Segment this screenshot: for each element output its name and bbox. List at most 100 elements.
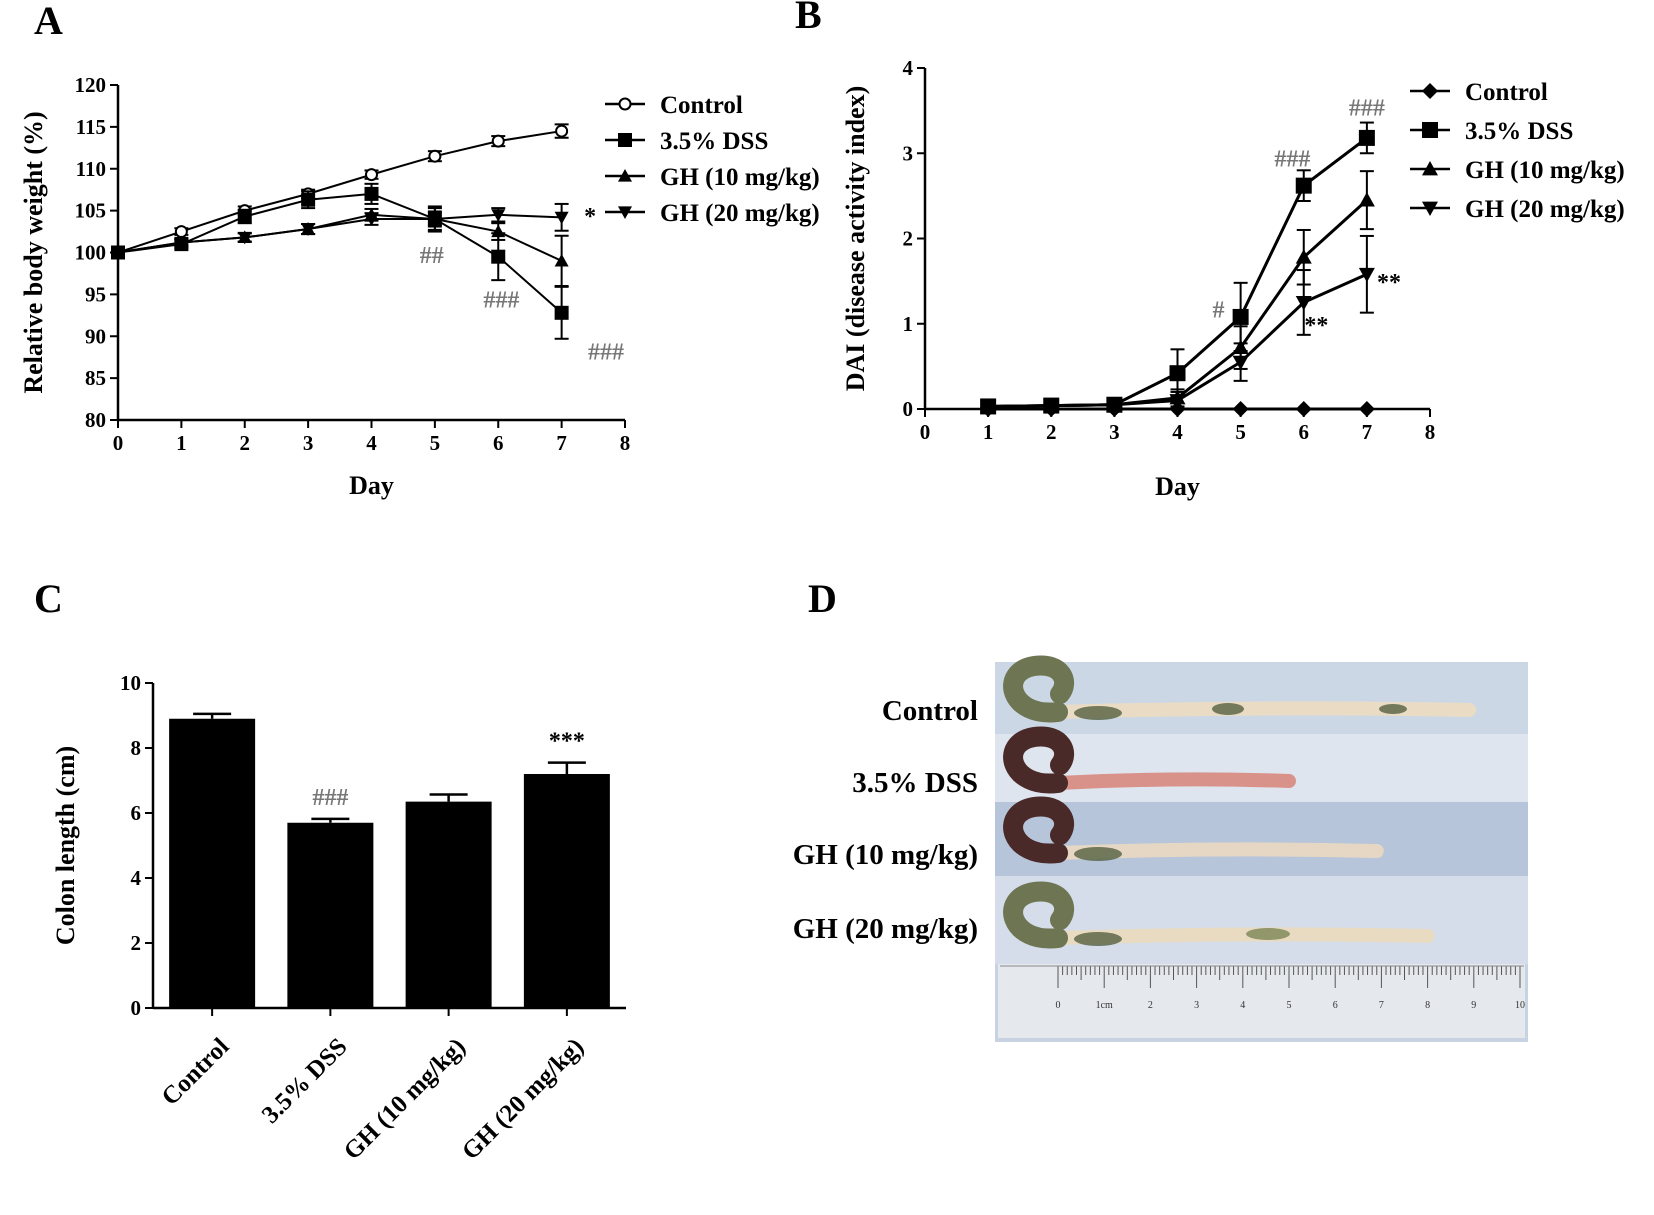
legend-marker-gh-20-mg-kg: [1422, 201, 1438, 216]
photo-row-labels: Control 3.5% DSS GH (10 mg/kg) GH (20 mg/kg…: [793, 695, 978, 945]
x-tick-label: 4: [366, 431, 377, 455]
significance-annotation: **: [1377, 270, 1401, 296]
y-tick-label: 2: [903, 227, 914, 251]
ruler-number: 5: [1287, 1000, 1292, 1011]
colon-specimens: [1003, 655, 1477, 949]
category-label-gh-20-mg-kg: GH (20 mg/kg): [457, 1033, 589, 1165]
colon-specimen-control: [1003, 655, 1477, 723]
ruler-number: 7: [1379, 1000, 1384, 1011]
data-point: [1232, 401, 1249, 417]
y-tick-label: 115: [76, 115, 106, 139]
legend-label-3-5-dss: 3.5% DSS: [660, 128, 768, 155]
data-point: [491, 249, 506, 264]
ruler-number: 3: [1194, 1000, 1199, 1011]
data-point: [1295, 401, 1312, 417]
hash-annotation: ###: [312, 785, 348, 811]
colon-specimen-3-5-dss: [1003, 726, 1296, 794]
photo-strip-dss: [995, 734, 1528, 802]
series-3-5-dss: [111, 182, 569, 340]
significance-annotation: ***: [549, 729, 585, 755]
significance-annotation: *: [584, 204, 596, 230]
data-point: [1169, 394, 1186, 409]
fecal-pellet: [1074, 706, 1122, 720]
hash-annotation: ###: [483, 288, 519, 314]
legend-marker-gh-10-mg-kg: [618, 169, 632, 182]
fecal-pellet: [1379, 704, 1407, 714]
x-tick-label: 0: [113, 431, 124, 455]
bar-3-5-dss: [287, 822, 374, 1008]
data-point: [554, 253, 569, 267]
ruler-number: 0: [1056, 1000, 1061, 1011]
y-tick-label: 6: [131, 801, 142, 825]
x-tick-label: 6: [493, 431, 504, 455]
legend-label-control: Control: [1465, 79, 1548, 106]
hash-annotation: ###: [1349, 95, 1385, 121]
x-tick-label: 5: [430, 431, 441, 455]
data-point: [555, 124, 569, 138]
x-axis-title: Day: [349, 471, 394, 500]
legend-marker-3-5-dss: [618, 133, 632, 147]
data-point: [554, 211, 569, 225]
data-point: [1295, 296, 1312, 311]
ruler-number: 10: [1515, 1000, 1525, 1011]
x-tick-label: 7: [556, 431, 567, 455]
data-point: [1358, 401, 1375, 417]
panel-letter-d: D: [808, 576, 837, 621]
x-tick-label: 8: [1425, 420, 1436, 444]
ruler-number: 6: [1333, 1000, 1338, 1011]
photo-strip-gh10: [995, 802, 1528, 876]
data-point: [980, 400, 997, 415]
y-axis-title: Colon length (cm): [51, 746, 80, 945]
cecum: [1003, 881, 1074, 949]
y-tick-label: 8: [131, 736, 142, 760]
legend-marker-3-5-dss: [1422, 122, 1438, 138]
cecum: [1003, 796, 1074, 864]
legend-label-gh-10-mg-kg: GH (10 mg/kg): [660, 164, 820, 191]
legend-marker-gh-20-mg-kg: [618, 206, 632, 219]
x-tick-label: 0: [920, 420, 931, 444]
colon-specimen-gh-10-mg-kg: [1003, 796, 1384, 864]
bar-gh-10-mg-kg: [405, 801, 492, 1008]
data-point: [1358, 192, 1375, 207]
ruler-number: 1cm: [1096, 1000, 1113, 1011]
ruler-number: 8: [1425, 1000, 1430, 1011]
data-point: [1358, 267, 1375, 283]
y-tick-label: 95: [85, 282, 106, 306]
photo-row-label-gh-10-mg-kg: GH (10 mg/kg): [793, 839, 978, 871]
x-tick-label: 4: [1172, 420, 1183, 444]
significance-annotation: **: [1304, 313, 1328, 339]
ruler-ticks: 0 1cm 2 3 4 5 6 7 8 9 10: [1000, 965, 1525, 1011]
bar-control: [169, 718, 256, 1008]
data-point: [1043, 399, 1060, 414]
legend-marker-control: [1422, 83, 1438, 99]
data-point: [1169, 365, 1186, 382]
category-label-3-5-dss: 3.5% DSS: [257, 1033, 353, 1129]
series-line-gh-20-mg-kg: [117, 213, 562, 254]
panel-letter-c: C: [34, 576, 63, 621]
hash-annotation: #: [1213, 297, 1225, 323]
x-tick-label: 3: [303, 431, 314, 455]
data-point: [1358, 129, 1375, 146]
series-gh-20-mg-kg: [111, 202, 569, 260]
fecal-pellet: [1074, 932, 1122, 946]
y-axis-title: Relative body weight (%): [19, 111, 48, 393]
y-tick-label: 0: [903, 397, 914, 421]
x-tick-label: 2: [240, 431, 251, 455]
photo-row-label-control: Control: [882, 695, 978, 727]
chart-c-colon-length: 0 2 4 6 8 10 Colon length (cm) Control ### 3.5% D…: [51, 671, 626, 1165]
ruler-number: 9: [1471, 1000, 1476, 1011]
panel-letter-a: A: [34, 0, 63, 43]
ruler-number: 4: [1240, 1000, 1245, 1011]
x-tick-label: 3: [1109, 420, 1120, 444]
y-tick-label: 4: [903, 56, 914, 80]
x-tick-label: 6: [1299, 420, 1310, 444]
legend-label-gh-20-mg-kg: GH (20 mg/kg): [1465, 196, 1625, 223]
cecum: [1003, 726, 1074, 794]
category-label-control: Control: [157, 1033, 235, 1111]
data-point: [364, 186, 379, 201]
y-tick-label: 1: [903, 312, 914, 336]
y-tick-label: 120: [75, 73, 107, 97]
photo-row-label-3-5-dss: 3.5% DSS: [852, 767, 978, 799]
cecum: [1003, 655, 1074, 723]
x-tick-label: 2: [1046, 420, 1057, 444]
